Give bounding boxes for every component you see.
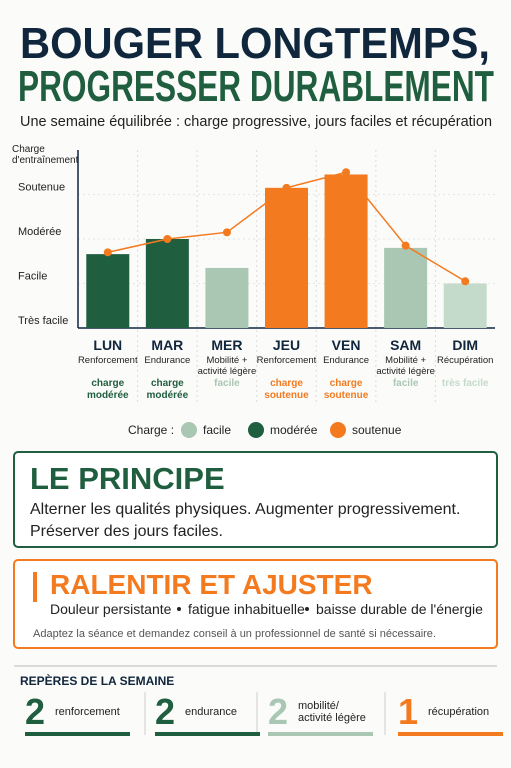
load-label: soutenue bbox=[324, 390, 369, 401]
sign: baisse durable de l'énergie bbox=[316, 601, 483, 617]
bullet bbox=[177, 607, 181, 611]
mark-label: récupération bbox=[428, 706, 489, 718]
load-label: charge bbox=[330, 378, 363, 389]
y-tick-label: Soutenue bbox=[18, 182, 65, 194]
y-axis-label: d'entraînement bbox=[12, 155, 79, 166]
bar bbox=[443, 283, 487, 328]
y-axis-label: Charge bbox=[12, 144, 45, 155]
legend-swatch bbox=[330, 422, 346, 438]
sign: fatigue inhabituelle bbox=[188, 601, 305, 617]
trend-point bbox=[461, 277, 470, 286]
bar bbox=[145, 239, 189, 328]
x-tick-label: MAR bbox=[151, 337, 183, 353]
x-tick-label: SAM bbox=[390, 337, 421, 353]
underline bbox=[398, 732, 503, 736]
legend-label: modérée bbox=[270, 423, 318, 437]
trend-point bbox=[103, 248, 112, 257]
count: 2 bbox=[268, 691, 288, 732]
trend-point bbox=[222, 228, 231, 237]
activity-label: Mobilité + bbox=[206, 355, 247, 366]
x-tick-label: VEN bbox=[332, 337, 361, 353]
activity-label: Renforcement bbox=[78, 355, 138, 366]
legend-swatch bbox=[181, 422, 197, 438]
load-label: charge bbox=[151, 378, 184, 389]
bullet bbox=[305, 607, 309, 611]
activity-label: Renforcement bbox=[257, 355, 317, 366]
load-label: charge bbox=[91, 378, 124, 389]
load-label: modérée bbox=[87, 390, 129, 401]
x-tick-label: DIM bbox=[452, 337, 478, 353]
legend-label: facile bbox=[203, 423, 231, 437]
underline bbox=[268, 732, 373, 736]
trend-point bbox=[163, 235, 172, 243]
trend-point bbox=[342, 168, 351, 177]
underline bbox=[25, 732, 130, 736]
count: 2 bbox=[25, 691, 45, 732]
slow-box bbox=[13, 559, 498, 649]
subtitle: Une semaine équilibrée : charge progress… bbox=[20, 113, 492, 130]
y-tick-label: Modérée bbox=[18, 226, 61, 238]
legend-label: soutenue bbox=[352, 423, 402, 437]
principle-text: Préserver des jours faciles. bbox=[30, 523, 223, 540]
activity-label: activité légère bbox=[376, 366, 435, 377]
activity-label: activité légère bbox=[198, 366, 257, 377]
slow-note: Adaptez la séance et demandez conseil à … bbox=[33, 628, 436, 640]
mark-label: renforcement bbox=[55, 706, 120, 718]
legend-swatch bbox=[248, 422, 264, 438]
bar bbox=[384, 247, 428, 328]
bar bbox=[86, 254, 130, 328]
y-tick-label: Facile bbox=[18, 271, 47, 283]
sign: Douleur persistante bbox=[50, 601, 172, 617]
activity-label: Mobilité + bbox=[385, 355, 426, 366]
load-label: facile bbox=[214, 378, 240, 389]
principle-text: Alterner les qualités physiques. Augment… bbox=[30, 501, 460, 518]
load-label: très facile bbox=[442, 378, 489, 389]
mark-label: endurance bbox=[185, 706, 237, 718]
activity-label: Récupération bbox=[437, 355, 494, 366]
x-tick-label: JEU bbox=[273, 337, 300, 353]
mark-label: activité légère bbox=[298, 712, 366, 724]
load-label: soutenue bbox=[264, 390, 309, 401]
principle-box bbox=[13, 451, 498, 548]
trend-point bbox=[401, 241, 410, 250]
activity-label: Endurance bbox=[144, 355, 190, 366]
principle-title: LE PRINCIPE bbox=[30, 461, 225, 496]
underline bbox=[155, 732, 260, 736]
accent-bar bbox=[33, 572, 37, 602]
legend-title: Charge : bbox=[128, 423, 174, 437]
title: PROGRESSER DURABLEMENT bbox=[18, 62, 494, 111]
load-label: facile bbox=[393, 378, 419, 389]
x-tick-label: LUN bbox=[93, 337, 122, 353]
mark-label: mobilité/ bbox=[298, 700, 340, 712]
y-tick-label: Très facile bbox=[18, 315, 68, 327]
slow-title: RALENTIR ET AJUSTER bbox=[50, 569, 373, 600]
marks-title: REPÈRES DE LA SEMAINE bbox=[20, 673, 174, 688]
bar bbox=[324, 174, 368, 328]
x-tick-label: MER bbox=[211, 337, 242, 353]
load-label: modérée bbox=[147, 390, 189, 401]
title: BOUGER LONGTEMPS, bbox=[20, 19, 490, 68]
bar bbox=[205, 267, 249, 328]
count: 1 bbox=[398, 691, 418, 732]
activity-label: Endurance bbox=[323, 355, 369, 366]
trend-point bbox=[282, 183, 291, 192]
count: 2 bbox=[155, 691, 175, 732]
load-label: charge bbox=[270, 378, 303, 389]
bar bbox=[265, 187, 308, 328]
